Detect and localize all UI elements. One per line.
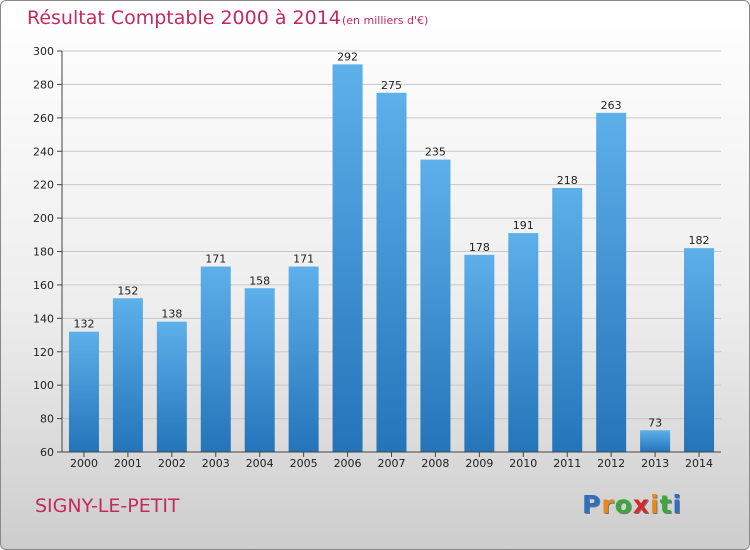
bar-group: 132 152 138 171 158 171 292 275 235 178 191 218 263 7… xyxy=(68,50,715,452)
data-label: 178 xyxy=(469,241,490,254)
bar-2012[interactable] xyxy=(596,112,627,452)
chart-subtitle: (en milliers d'€) xyxy=(342,14,429,27)
logo-letter: i xyxy=(650,490,660,519)
data-label: 158 xyxy=(249,274,270,287)
data-label: 235 xyxy=(425,146,446,159)
bar-2013[interactable] xyxy=(640,430,671,452)
x-tick-label: 2009 xyxy=(465,457,493,470)
y-tick-label: 120 xyxy=(33,346,54,359)
y-tick-label: 260 xyxy=(33,112,54,125)
x-tick-label: 2002 xyxy=(158,457,186,470)
data-label: 73 xyxy=(648,416,662,429)
data-label: 275 xyxy=(381,79,402,92)
data-label: 263 xyxy=(601,99,622,112)
data-label: 152 xyxy=(117,284,138,297)
x-tick-label: 2000 xyxy=(70,457,98,470)
data-label: 182 xyxy=(689,234,710,247)
data-label: 171 xyxy=(293,253,314,266)
town-name: SIGNY-LE-PETIT xyxy=(35,495,180,517)
data-label: 191 xyxy=(513,219,534,232)
logo-letter: x xyxy=(632,490,650,519)
x-tick-label: 2014 xyxy=(685,457,713,470)
y-tick-label: 200 xyxy=(33,212,54,225)
data-label: 218 xyxy=(557,174,578,187)
y-tick-label: 140 xyxy=(33,312,54,325)
x-tick-label: 2005 xyxy=(290,457,318,470)
bar-2007[interactable] xyxy=(376,92,407,452)
bar-2004[interactable] xyxy=(244,288,275,452)
bar-2005[interactable] xyxy=(288,266,319,452)
x-tick-label: 2001 xyxy=(114,457,142,470)
y-tick-label: 60 xyxy=(40,446,54,459)
logo-letter: t xyxy=(659,490,673,519)
bar-2001[interactable] xyxy=(112,298,143,452)
x-tick-label: 2011 xyxy=(553,457,581,470)
y-tick-label: 80 xyxy=(40,413,54,426)
bar-2009[interactable] xyxy=(464,254,495,452)
bar-2002[interactable] xyxy=(156,321,187,452)
y-tick-label: 300 xyxy=(33,45,54,58)
logo-letter: o xyxy=(614,490,633,519)
y-tick-label: 100 xyxy=(33,379,54,392)
x-tick-label: 2004 xyxy=(246,457,274,470)
x-tick-label: 2007 xyxy=(378,457,406,470)
data-label: 292 xyxy=(337,50,358,63)
axes: 60 80 100 120 140 160 180 200 220 240 260 280 300 200… xyxy=(33,45,721,470)
y-tick-label: 280 xyxy=(33,78,54,91)
bar-2014[interactable] xyxy=(684,248,715,452)
bar-2000[interactable] xyxy=(68,331,99,452)
y-tick-label: 180 xyxy=(33,246,54,259)
bar-2006[interactable] xyxy=(332,64,363,452)
logo-letter: i xyxy=(672,490,683,519)
proxiti-logo[interactable]: Proxiti xyxy=(582,490,682,519)
bar-2011[interactable] xyxy=(552,188,583,452)
x-tick-label: 2006 xyxy=(334,457,362,470)
logo-letter: P xyxy=(582,490,602,519)
x-tick-label: 2012 xyxy=(597,457,625,470)
bar-2003[interactable] xyxy=(200,266,231,452)
x-tick-label: 2010 xyxy=(509,457,537,470)
logo-letter: r xyxy=(601,490,615,519)
x-tick-label: 2013 xyxy=(641,457,669,470)
y-tick-label: 240 xyxy=(33,145,54,158)
data-label: 132 xyxy=(73,318,94,331)
x-tick-label: 2003 xyxy=(202,457,230,470)
bar-2008[interactable] xyxy=(420,159,451,452)
data-label: 171 xyxy=(205,253,226,266)
x-tick-label: 2008 xyxy=(421,457,449,470)
chart-title: Résultat Comptable 2000 à 2014 xyxy=(27,7,341,29)
data-label: 138 xyxy=(161,308,182,321)
y-tick-label: 160 xyxy=(33,279,54,292)
bar-2010[interactable] xyxy=(508,233,539,452)
y-tick-label: 220 xyxy=(33,179,54,192)
